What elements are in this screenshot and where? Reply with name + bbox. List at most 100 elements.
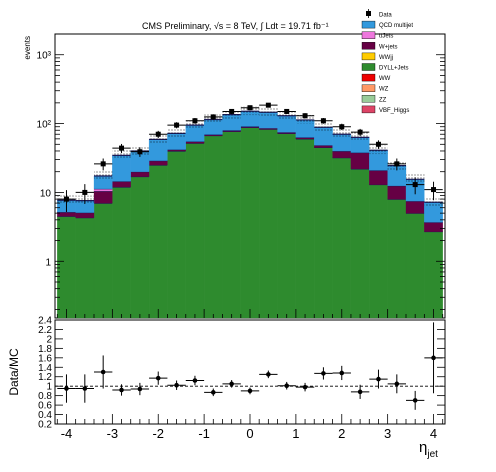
mc-uncertainty-6 [167,128,186,138]
legend-swatch-6 [361,73,376,82]
bar-dyll-jets-8 [203,135,223,319]
bar-dyll-jets-15 [332,157,352,319]
data-point-10 [247,105,253,111]
ratio-y-tick-label-11: 2.4 [38,316,52,327]
bar-dyll-jets-3 [112,186,131,319]
mc-uncertainty-11 [259,107,278,117]
ratio-y-tick-label-2: 0.6 [38,401,52,412]
bar-dyll-jets-6 [167,150,186,319]
bar-qcd-multijet-3 [112,155,131,182]
legend-label-4: WWjj [379,55,393,61]
ratio-y-axis: 0.20.40.60.811.21.41.61.822.22.4 [38,316,445,431]
data-point-17 [375,141,381,147]
stacked-bars [57,110,443,319]
data-point-2 [100,161,106,167]
bar-dyll-jets-4 [130,176,150,319]
data-point-18 [394,161,400,167]
ratio-y-tick-label-9: 2 [46,334,52,345]
data-point-5 [155,131,161,137]
ratio-point-15 [339,370,345,376]
ratio-point-17 [376,376,381,382]
bar-dyll-jets-18 [387,198,407,319]
ratio-point-11 [266,372,271,377]
mc-uncertainty-9 [222,109,241,119]
ratio-point-0 [64,386,69,391]
legend-swatch-2 [361,31,376,39]
ratio-point-7 [192,378,198,383]
legend-label-0: Data [379,13,392,19]
legend-label-1: QCD multijet [379,23,413,29]
legend-swatch-4 [361,52,376,61]
x-tick-label-8: 4 [430,426,437,441]
x-tick-label-3: -1 [198,426,210,441]
mc-uncertainty-17 [369,145,388,155]
data-point-15 [339,124,345,130]
legend-swatch-9 [361,105,376,114]
bar-dyll-jets-2 [93,202,113,319]
y-tick-label-1: 10 [40,188,52,199]
bar-dyll-jets-7 [185,142,205,319]
data-points [57,102,443,212]
legend-label-6: WW [379,76,391,82]
bar-dyll-jets-10 [240,127,260,319]
mc-uncertainty-5 [149,134,168,144]
data-point-3 [119,145,125,151]
ratio-point-12 [284,383,290,389]
ratio-y-tick-label-8: 1.8 [38,344,52,355]
bar-w-jets-3 [112,181,131,188]
bar-w-jets-18 [387,185,407,200]
bar-w-jets-2 [93,190,113,204]
legend-label-3: W+jets [379,44,398,50]
mc-uncertainty-3 [112,150,131,160]
x-axis-label: ηjet [419,439,438,460]
bar-dyll-jets-17 [369,184,388,319]
ratio-point-2 [100,369,106,375]
ratio-y-tick-label-5: 1.2 [38,372,52,383]
bar-w-jets-15 [332,150,352,158]
x-tick-label-7: 3 [384,426,391,441]
x-tick-label-1: -3 [107,426,119,441]
x-tick-label-6: 2 [338,426,345,441]
bar-dyll-jets-12 [277,133,297,319]
top-x-ticks [56,309,444,318]
chart-title: CMS Preliminary, √s = 8 TeV, ∫ Ldt = 19.… [142,21,329,31]
ratio-point-20 [431,355,436,361]
ratio-point-5 [155,375,161,381]
mc-uncertainty-20 [424,197,443,207]
ratio-point-10 [247,388,253,394]
mc-uncertainty-15 [332,129,351,139]
bar-dyll-jets-20 [424,231,443,319]
data-point-20 [431,187,437,193]
y-tick-label-0: 1 [45,257,51,268]
legend-swatch-3 [361,42,376,50]
data-point-12 [284,108,290,114]
ratio-point-18 [394,381,400,387]
legend-swatch-5 [361,63,376,71]
legend-label-7: WZ [379,87,389,93]
x-tick-label-0: -4 [61,426,73,441]
x-axis-label-sub: jet [426,449,438,460]
mc-uncertainty-7 [185,120,205,129]
bottom-panel: 0.20.40.60.811.21.41.61.822.22.4 -4 -3 -2-… [7,316,446,460]
top-panel: 1 10 10² 10³ events CMS Preliminary, √s = 8… [23,9,446,319]
x-axis-label-main: η [419,439,427,456]
y-tick-label-2: 10² [37,120,52,131]
ratio-y-tick-label-3: 0.8 [38,391,52,402]
ratio-y-tick-label-10: 2.2 [38,325,52,336]
bar-w-jets-17 [369,170,388,185]
bar-w-jets-0 [57,211,76,217]
data-point-16 [357,129,363,135]
legend-label-9: VBF_Higgs [379,108,409,114]
data-point-14 [320,118,326,124]
ratio-point-6 [174,382,179,388]
mc-uncertainty-10 [240,106,260,116]
legend-label-8: ZZ [379,97,387,103]
bar-w-jets-20 [424,222,443,232]
bar-dyll-jets-14 [314,147,333,319]
top-y-axis: 1 10 10² 10³ [37,33,445,310]
mc-uncertainty-13 [295,114,315,124]
data-point-4 [137,149,143,155]
mc-uncertainty-16 [350,132,370,142]
data-point-7 [192,118,198,124]
